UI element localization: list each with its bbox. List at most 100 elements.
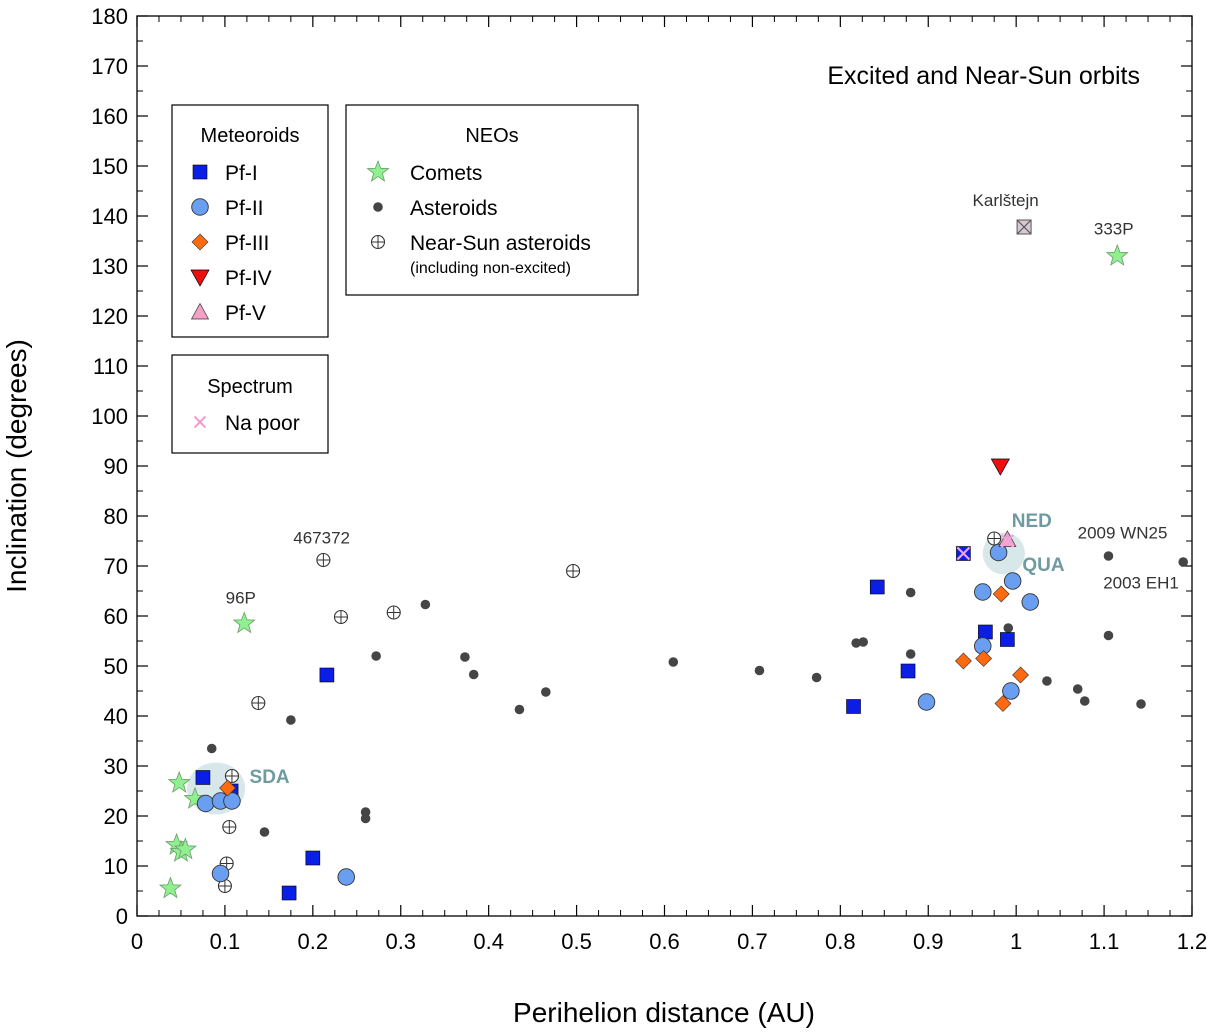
pf2-point [223,792,241,810]
series-pf1 [195,546,1015,901]
x-tick-label: 1 [1010,929,1022,954]
y-tick-label: 150 [91,154,128,179]
comet-point [158,876,182,899]
x-tick-label: 0 [131,929,143,954]
legend-entry-pf1: Pf-I [192,162,258,185]
legend-entry-near_sun: Near-Sun asteroids (including non-excited… [370,232,591,277]
pf1-point [900,663,916,679]
pf3-point [954,652,972,670]
series-karlstejn [1016,219,1032,235]
asteroid-point [460,652,470,662]
series-pf2 [196,543,1039,886]
legend-spectrum: Spectrum Na poor [171,354,329,454]
legend-label: Near-Sun asteroids [410,232,591,255]
legend-entry-pf5: Pf-V [190,302,266,325]
pf2-point [1021,593,1039,611]
x-tick-label: 1.1 [1089,929,1120,954]
pf1-point [869,579,885,595]
x-tick-label: 0.8 [825,929,856,954]
asteroid-point [420,599,431,610]
comet-point [173,837,197,860]
na-poor-point [956,546,971,561]
legend-entry-asteroid: Asteroids [373,197,498,220]
near_sun-point [217,878,232,894]
comet-point [232,611,256,634]
pf1-point [846,699,861,714]
karlstejn-point [1016,219,1032,235]
legend-box [345,104,639,296]
legend-entry-pf4: Pf-IV [190,267,272,290]
legend-label: Pf-II [225,197,264,220]
asteroid-point [541,687,551,697]
x-tick-label: 0.2 [298,929,329,954]
pf2-point [337,868,355,886]
annotation-label: 2003 EH1 [1103,574,1179,593]
legend-marker-pf4 [190,269,210,287]
near_sun-point [566,563,581,579]
annotations: Karlštejn 333P 467372 96P 2009 WN25 2003 EH1 N… [226,191,1179,788]
legend-meteoroids: Meteoroids Pf-I Pf-II Pf-III Pf-IV Pf-V [171,104,329,338]
near_sun-point [251,695,266,711]
pf2-point [1003,572,1022,590]
pf3-point [992,585,1010,603]
y-tick-label: 110 [93,354,128,379]
asteroid-point [811,672,822,683]
x-tick-label: 0.9 [913,929,944,954]
asteroid-point [858,637,868,647]
legend-label: Pf-I [225,162,258,185]
near_sun-point [987,531,1002,546]
asteroid-point [1103,630,1114,641]
pf1-point [978,624,993,640]
legend-sublabel: (including non-excited) [410,260,571,277]
legend-marker-asteroid [373,202,383,212]
legend-marker-near_sun [370,234,386,250]
comet-point [167,770,191,793]
near_sun-point-cross [387,606,401,619]
legend-marker-pf3 [191,233,209,251]
legend-title: Spectrum [207,376,293,398]
pf2-point [211,864,230,883]
annotation-label: SDA [250,767,290,788]
pf1-point [281,885,297,901]
legend-entry-pf2: Pf-II [191,197,264,220]
y-tick-label: 120 [91,304,128,329]
data-points [158,219,1189,901]
asteroid-point [668,657,679,667]
chart-title: Excited and Near-Sun orbits [827,62,1140,90]
near_sun-point-cross [225,769,239,783]
series-na-poor [956,534,1015,561]
legend-marker-na_poor-strokes [193,415,207,429]
legend-label: Comets [410,162,482,185]
near_sun-point-cross [987,532,1001,545]
x-axis-label: Perihelion distance (AU) [513,997,815,1028]
pf2-point [1002,682,1020,700]
pf2-point [917,693,936,711]
legend-title: NEOs [465,125,518,147]
near_sun-point [222,819,237,835]
axis-ticks [136,15,1193,917]
y-tick-label: 30 [104,754,128,779]
y-tick-label: 160 [91,104,128,129]
asteroid-point [259,827,270,837]
legend-marker-pf5 [190,302,210,320]
asteroid-point [851,638,861,648]
asteroid-point [1079,696,1090,706]
asteroid-point [286,715,296,725]
y-tick-label: 50 [104,654,128,679]
annotation-label: NED [1012,511,1052,532]
asteroid-point [754,665,765,676]
pf2-point [196,794,215,813]
x-tick-label: 0.6 [649,929,680,954]
asteroid-point [905,587,916,598]
pf3-point [1012,666,1029,684]
legend-entry-comet: Comets [366,159,482,185]
pf1-point [319,667,335,683]
legend-marker-comet [366,159,390,182]
y-tick-label: 60 [104,604,128,629]
near_sun-point-cross [334,610,348,624]
pf3-point [994,695,1012,712]
near_sun-point [224,768,239,784]
legend-marker-na_poor [193,415,207,429]
legend-neos: NEOs Comets Asteroids Near-Sun asteroids (in… [345,104,639,296]
